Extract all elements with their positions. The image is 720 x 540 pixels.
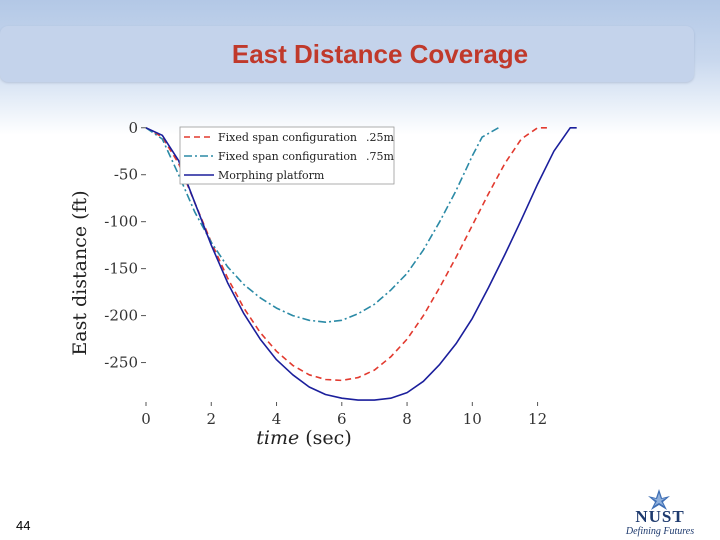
- x-axis-title-unit: (sec): [305, 427, 351, 449]
- y-tick-label: 0: [128, 119, 138, 137]
- x-tick-label: 4: [272, 410, 282, 428]
- logo-wordmark: NUST: [635, 507, 685, 526]
- y-tick-label: -100: [104, 213, 138, 231]
- nust-logo-icon: [648, 489, 670, 510]
- x-tick-label: 10: [463, 410, 482, 428]
- y-tick-label: -200: [104, 307, 138, 325]
- legend-label-1: Fixed span configuration: [218, 131, 357, 144]
- x-tick-label: 8: [402, 410, 412, 428]
- y-axis-title: East distance (ft): [69, 190, 91, 355]
- y-tick-label: -150: [104, 260, 138, 278]
- legend-box: [179, 126, 395, 185]
- series-line-1: [145, 127, 548, 382]
- series-line-2: [145, 127, 499, 324]
- x-tick-label: 6: [337, 410, 347, 428]
- logo-tagline: Defining Futures: [625, 526, 695, 537]
- legend-label-2: Fixed span configuration: [218, 150, 357, 163]
- x-axis-title-variable: time: [256, 427, 305, 449]
- legend-suffix-1: .25m: [366, 131, 394, 144]
- x-tick-label: 12: [528, 410, 547, 428]
- slide-title: East Distance Coverage: [231, 39, 529, 69]
- x-axis-title: time (sec): [256, 427, 351, 449]
- y-tick-label: -50: [114, 166, 138, 184]
- legend-label-3: Morphing platform: [218, 169, 325, 182]
- y-tick-label: -250: [104, 354, 138, 372]
- title-bar: [0, 26, 694, 82]
- legend-suffix-2: .75m: [366, 150, 394, 163]
- series-line-3: [145, 127, 577, 401]
- x-tick-label: 2: [206, 410, 216, 428]
- x-tick-label: 0: [141, 410, 151, 428]
- page-number: 44: [16, 518, 31, 533]
